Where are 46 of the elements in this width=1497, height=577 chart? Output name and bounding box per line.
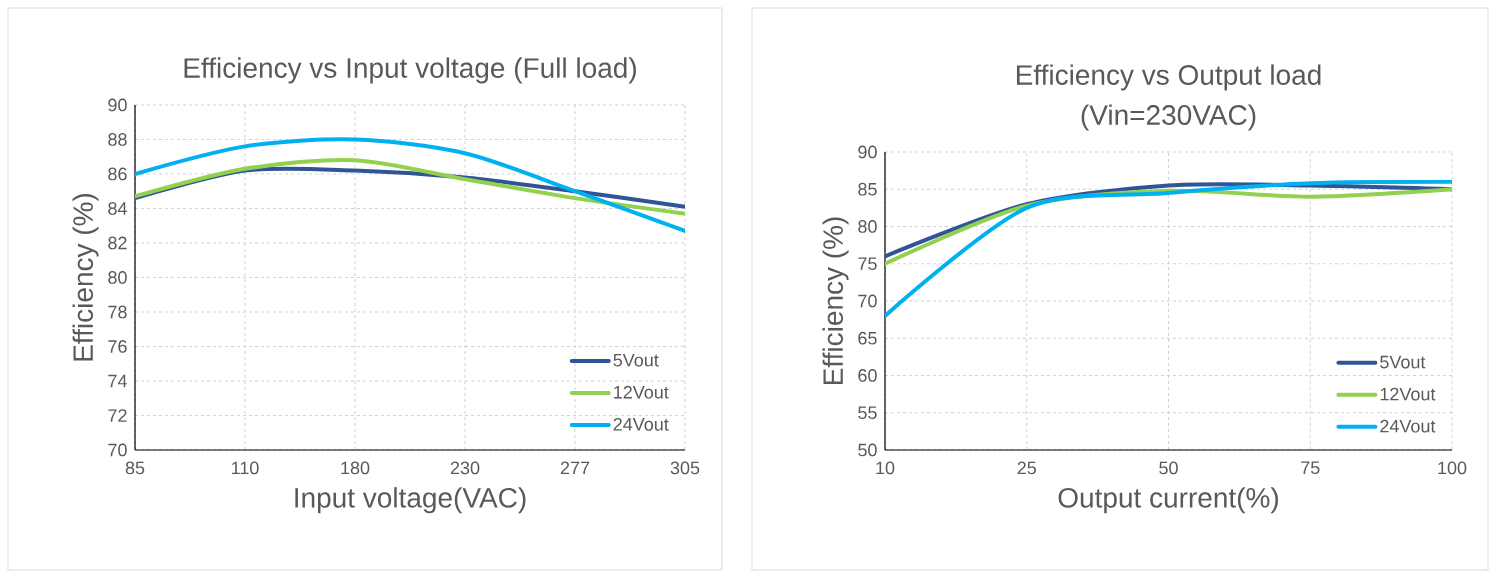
y-tick-label: 74 <box>108 374 127 388</box>
line-series <box>135 157 685 216</box>
legend-label: 24Vout <box>613 417 669 431</box>
y-tick-label: 80 <box>108 271 127 284</box>
x-tick-label: 230 <box>450 461 480 475</box>
line-series <box>135 137 685 233</box>
y-tick-label: 65 <box>858 331 877 345</box>
line-series <box>885 179 1452 318</box>
y-tick-label: 90 <box>108 98 127 112</box>
legend-label: 5Vout <box>1380 355 1426 369</box>
x-axis-title: Output current(%) <box>1058 487 1278 514</box>
chart-title: Efficiency vs Output load (Vin=230VAC) <box>1016 64 1321 131</box>
legend-label: 5Vout <box>613 353 659 367</box>
x-tick-label: 25 <box>1017 461 1036 475</box>
x-tick-label: 10 <box>876 461 895 475</box>
x-tick-label: 277 <box>560 461 590 475</box>
x-tick-label: 305 <box>670 461 700 475</box>
y-tick-label: 90 <box>858 145 877 159</box>
y-tick-label: 55 <box>858 406 877 420</box>
y-axis-title: Efficiency (%) <box>72 193 99 361</box>
y-tick-label: 50 <box>858 443 877 457</box>
y-tick-label: 70 <box>858 294 877 308</box>
legend-label: 24Vout <box>1380 419 1436 433</box>
y-axis-title: Efficiency (%) <box>822 217 849 385</box>
y-tick-label: 88 <box>108 133 127 146</box>
x-tick-label: 75 <box>1301 461 1320 475</box>
x-tick-label: 180 <box>341 461 370 475</box>
x-tick-label: 50 <box>1159 461 1178 475</box>
y-tick-label: 82 <box>108 236 127 250</box>
y-tick-label: 86 <box>108 167 127 181</box>
y-tick-label: 78 <box>108 305 127 319</box>
y-tick-label: 72 <box>108 409 127 422</box>
x-tick-label: 110 <box>232 461 259 475</box>
chart-title: Efficiency vs Input voltage (Full load) <box>184 57 636 84</box>
legend-label: 12Vout <box>1380 387 1436 401</box>
legend-label: 12Vout <box>614 385 669 399</box>
x-axis-title: Input voltage(VAC) <box>295 487 526 514</box>
x-tick-label: 100 <box>1438 461 1467 475</box>
y-tick-label: 75 <box>858 257 877 271</box>
x-tick-label: 85 <box>125 461 145 475</box>
y-tick-label: 80 <box>858 220 877 233</box>
y-tick-label: 76 <box>108 340 127 353</box>
y-tick-label: 70 <box>108 443 127 457</box>
y-tick-label: 60 <box>858 369 877 382</box>
y-tick-label: 85 <box>858 182 877 196</box>
y-tick-label: 84 <box>108 202 127 215</box>
